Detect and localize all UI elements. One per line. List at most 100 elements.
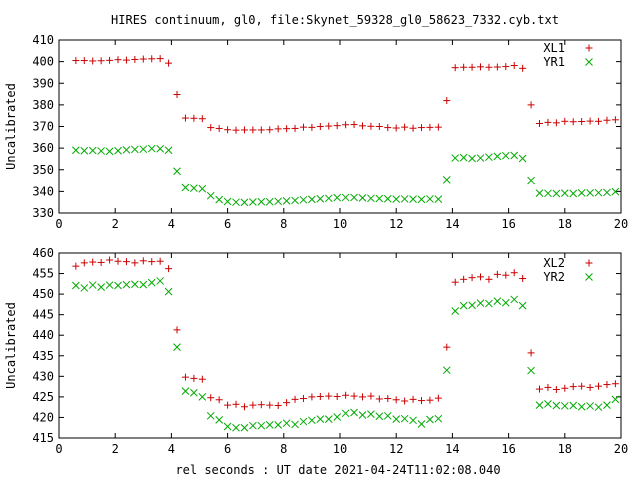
data-point (468, 301, 476, 310)
data-point (173, 343, 181, 351)
data-point (586, 402, 594, 410)
series-XL1 (72, 55, 619, 134)
data-point (274, 125, 282, 133)
y-tick-label: 425 (32, 390, 54, 404)
data-point (451, 64, 459, 72)
data-point (80, 284, 89, 292)
data-point (367, 194, 375, 203)
data-point (257, 126, 265, 134)
x-tick-label: 20 (614, 217, 628, 231)
data-points (72, 55, 620, 207)
data-point (477, 273, 484, 281)
data-point (114, 146, 122, 155)
plot-frame (58, 252, 622, 439)
y-tick-label: 445 (32, 308, 54, 322)
data-point (611, 380, 619, 388)
legend-item: YR1 (543, 55, 593, 69)
data-point (459, 301, 468, 310)
data-point (350, 121, 358, 129)
data-point (316, 415, 325, 423)
data-point (173, 90, 181, 98)
data-point (451, 154, 460, 162)
data-point (358, 393, 366, 401)
data-point (544, 400, 552, 408)
data-point (485, 299, 493, 308)
x-tick-label: 12 (389, 442, 403, 456)
data-point (536, 119, 544, 127)
axis-ticks: 0 2 4 6 8 10 12 14 16 18 20 330 340 350 360 370 380 390 40… (32, 33, 628, 231)
data-point (375, 395, 383, 403)
data-point (198, 115, 206, 123)
data-point (131, 280, 139, 289)
data-point (536, 385, 544, 393)
data-point (358, 411, 367, 419)
data-point (148, 55, 156, 63)
data-point (105, 281, 114, 289)
y-tick-label: 330 (32, 206, 54, 220)
data-point (442, 176, 451, 184)
data-point (97, 57, 105, 65)
x-tick-label: 8 (280, 217, 287, 231)
data-point (131, 55, 139, 63)
data-point (257, 197, 266, 206)
data-point (518, 154, 527, 163)
data-point (240, 423, 249, 432)
data-point (519, 64, 527, 72)
data-point (493, 152, 502, 161)
y-tick-label: 435 (32, 349, 54, 363)
data-point (122, 56, 130, 64)
data-point (80, 146, 89, 155)
panel-top: 0 2 4 6 8 10 12 14 16 18 20 330 340 350 360 370 380 390 40… (4, 33, 628, 231)
x-tick-label: 10 (333, 217, 347, 231)
data-point (156, 55, 164, 63)
data-point (308, 195, 316, 204)
data-point (139, 280, 148, 289)
data-point (527, 366, 535, 375)
data-point (291, 124, 299, 132)
data-point (342, 121, 350, 129)
y-tick-label: 455 (32, 267, 54, 281)
data-point (190, 184, 198, 192)
data-point (190, 114, 198, 122)
data-point (544, 118, 552, 126)
data-point (384, 395, 392, 403)
data-point (122, 280, 131, 289)
data-point (409, 395, 417, 403)
y-tick-label: 380 (32, 98, 54, 112)
data-point (569, 383, 577, 391)
data-point (156, 144, 165, 153)
x-tick-label: 10 (333, 442, 347, 456)
data-point (72, 146, 80, 155)
data-point (249, 198, 257, 206)
data-point (190, 374, 198, 382)
data-point (535, 401, 544, 409)
x-tick-label: 2 (112, 217, 119, 231)
data-point (224, 126, 232, 134)
y-tick-label: 420 (32, 410, 54, 424)
data-point (409, 195, 417, 204)
y-tick-label: 400 (32, 55, 54, 69)
data-point (367, 122, 375, 130)
data-point (215, 195, 224, 204)
data-point (502, 63, 510, 71)
data-point (443, 343, 451, 351)
legend-label: YR2 (543, 270, 565, 284)
data-point (569, 118, 577, 126)
data-point (106, 56, 114, 64)
data-point (350, 392, 358, 400)
data-point (544, 189, 552, 198)
data-point (165, 265, 173, 273)
data-point (257, 401, 265, 409)
x-tick-label: 18 (558, 442, 572, 456)
legend-marker (585, 273, 593, 281)
data-point (426, 195, 434, 203)
data-point (223, 197, 232, 206)
data-point (198, 375, 206, 383)
data-point (131, 259, 139, 267)
data-point (165, 59, 173, 67)
data-point (603, 401, 611, 409)
y-tick-label: 440 (32, 328, 54, 342)
data-point (249, 126, 257, 134)
data-point (198, 184, 207, 193)
data-point (358, 194, 367, 202)
